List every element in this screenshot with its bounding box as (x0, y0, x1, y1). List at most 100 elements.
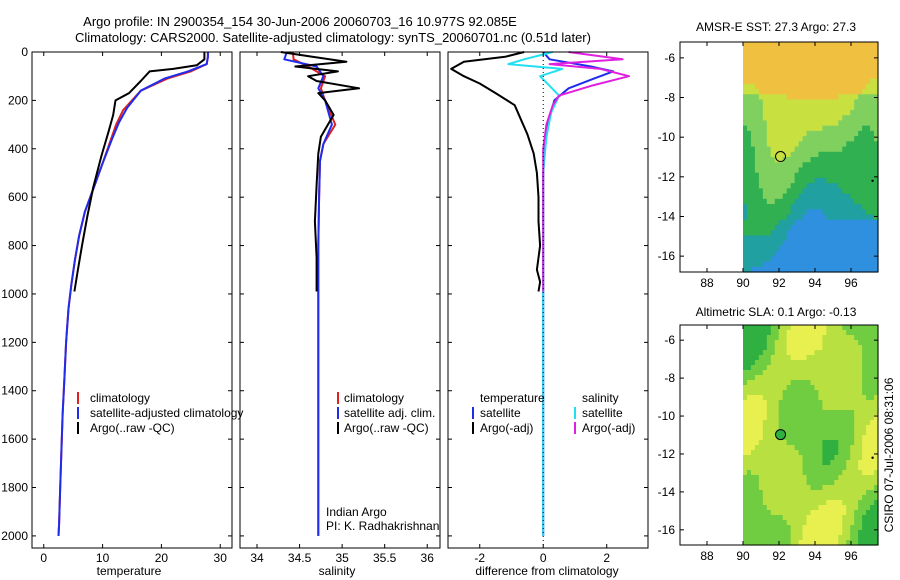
map-cell (798, 209, 804, 216)
map-cell (874, 360, 879, 366)
map-cell (834, 120, 839, 127)
map-cell (750, 188, 756, 195)
map-cell (854, 193, 859, 200)
map-cell (826, 83, 831, 90)
map-cell (810, 157, 816, 163)
map-cell (770, 360, 776, 366)
map-cell (758, 73, 764, 80)
map-cell (846, 183, 851, 189)
map-cell (838, 157, 843, 163)
map-cell (862, 540, 867, 546)
map-cell (786, 146, 792, 153)
map-cell (834, 350, 839, 356)
map-cell (866, 177, 871, 184)
map-cell (842, 157, 847, 163)
map-cell (866, 350, 871, 356)
map-cell (874, 62, 879, 69)
map-cell (778, 52, 784, 59)
map-cell (758, 146, 764, 153)
map-cell (798, 350, 804, 356)
map-cell (830, 209, 835, 216)
map-cell (762, 136, 768, 142)
map-cell (754, 500, 760, 506)
map-cell (874, 167, 879, 174)
map-cell (798, 167, 804, 174)
map-cell (770, 251, 776, 257)
map-cell (874, 172, 879, 179)
map-cell (838, 198, 843, 205)
map-cell (874, 183, 879, 189)
map-cell (790, 141, 796, 148)
map-cell (834, 495, 839, 501)
map-cell (842, 94, 847, 101)
map-cell (814, 78, 820, 85)
salinity-panel: 34 34.5 35 35.5 36 (239, 51, 441, 565)
map-cell (778, 42, 784, 48)
map-cell (774, 198, 780, 205)
map-cell (750, 99, 756, 106)
map-cell (870, 340, 875, 346)
map-cell (850, 455, 855, 461)
map-cell (854, 47, 859, 54)
map-cell (834, 99, 839, 106)
map-cell (778, 500, 784, 506)
map-cell (866, 510, 871, 516)
map-cell (774, 410, 780, 416)
map-cell (870, 62, 875, 69)
map-cell (802, 445, 808, 451)
map-cell (790, 57, 796, 64)
map-cell (794, 360, 800, 366)
map-cell (830, 420, 835, 426)
map-cell (874, 485, 879, 491)
map-cell (846, 125, 851, 132)
map-cell (806, 78, 812, 85)
y-tick-label: 2000 (1, 529, 28, 543)
map-cell (778, 136, 784, 142)
map-cell (810, 224, 816, 231)
map-cell (826, 204, 831, 210)
map-cell (846, 445, 851, 451)
map-cell (870, 465, 875, 471)
map-cell (802, 455, 808, 461)
map-cell (778, 375, 784, 381)
map-cell (874, 465, 879, 471)
map-cell (766, 83, 772, 90)
map-cell (770, 345, 776, 351)
map-cell (866, 375, 871, 381)
map-cell (762, 365, 768, 371)
map-cell (802, 360, 808, 366)
map-cell (854, 157, 859, 163)
map-cell (834, 400, 839, 406)
map-cell (822, 251, 827, 257)
map-cell (830, 204, 835, 210)
map-cell (782, 380, 788, 386)
map-cell (858, 204, 863, 210)
map-cell (790, 535, 796, 541)
map-cell (798, 460, 804, 466)
map-cell (850, 405, 855, 411)
map-cell (794, 445, 800, 451)
map-cell (862, 520, 867, 526)
map-cell (802, 146, 808, 153)
map-cell (842, 520, 847, 526)
map-cell (826, 450, 831, 456)
map-cell (866, 256, 871, 263)
map-cell (782, 435, 788, 441)
map-cell (794, 395, 800, 401)
map-cell (798, 104, 804, 111)
map-cell (798, 420, 804, 426)
map-cell (786, 470, 792, 476)
map-cell (826, 146, 831, 153)
map-cell (874, 42, 879, 48)
map-cell (818, 530, 824, 536)
map-cell (874, 266, 879, 273)
legend-label-climatology: climatology (90, 391, 150, 405)
map-cell (822, 340, 827, 346)
map-cell (802, 495, 808, 501)
map-cell (786, 355, 792, 361)
map-cell (866, 188, 871, 195)
map-cell (850, 109, 855, 116)
map-cell (750, 490, 756, 496)
map-cell (838, 251, 843, 257)
map-cell (822, 460, 827, 466)
